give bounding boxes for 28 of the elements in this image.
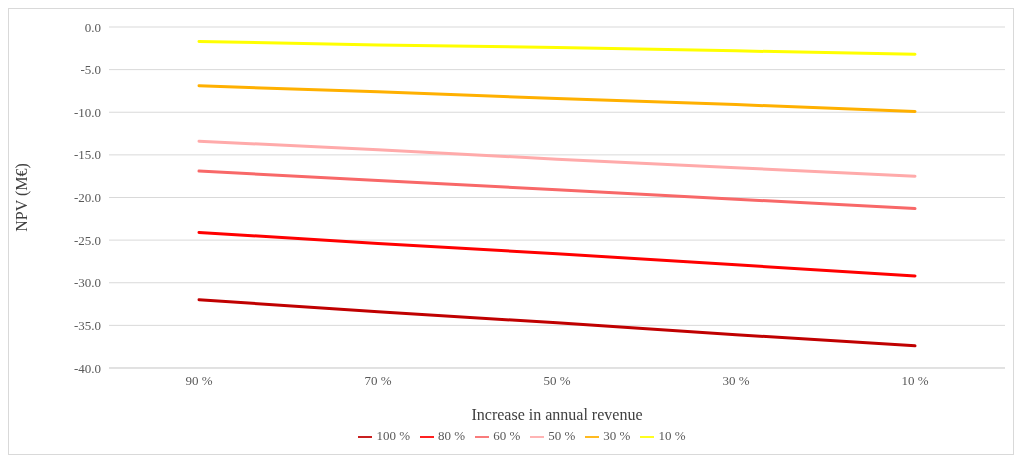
y-tick-label: -35.0	[73, 317, 101, 333]
x-tick-label: 50 %	[543, 373, 571, 389]
x-tick-label: 10 %	[901, 373, 929, 389]
legend-label: 50 %	[548, 427, 576, 443]
y-tick-label: 0.0	[84, 19, 101, 35]
line-series	[197, 169, 917, 211]
line-series	[197, 84, 917, 113]
x-axis-title: Increase in annual revenue	[471, 405, 643, 423]
x-tick-label: 90 %	[185, 373, 213, 389]
x-tick-label: 70 %	[364, 373, 392, 389]
y-tick-label: -40.0	[73, 360, 101, 376]
y-tick-label: -10.0	[73, 104, 101, 120]
line-series	[197, 298, 917, 348]
legend-label: 100 %	[376, 427, 411, 443]
legend-label: 10 %	[658, 427, 686, 443]
line-series	[197, 230, 917, 278]
y-tick-label: -5.0	[80, 62, 101, 78]
legend-label: 30 %	[603, 427, 631, 443]
y-axis-title: NPV (M€)	[12, 163, 31, 232]
legend-label: 80 %	[438, 427, 466, 443]
y-tick-label: -25.0	[73, 232, 101, 248]
y-tick-label: -15.0	[73, 147, 101, 163]
y-tick-label: -20.0	[73, 190, 101, 206]
line-series	[197, 139, 917, 178]
legend-label: 60 %	[493, 427, 521, 443]
line-series	[197, 39, 917, 56]
x-tick-label: 30 %	[722, 373, 750, 389]
y-tick-label: -30.0	[73, 275, 101, 291]
